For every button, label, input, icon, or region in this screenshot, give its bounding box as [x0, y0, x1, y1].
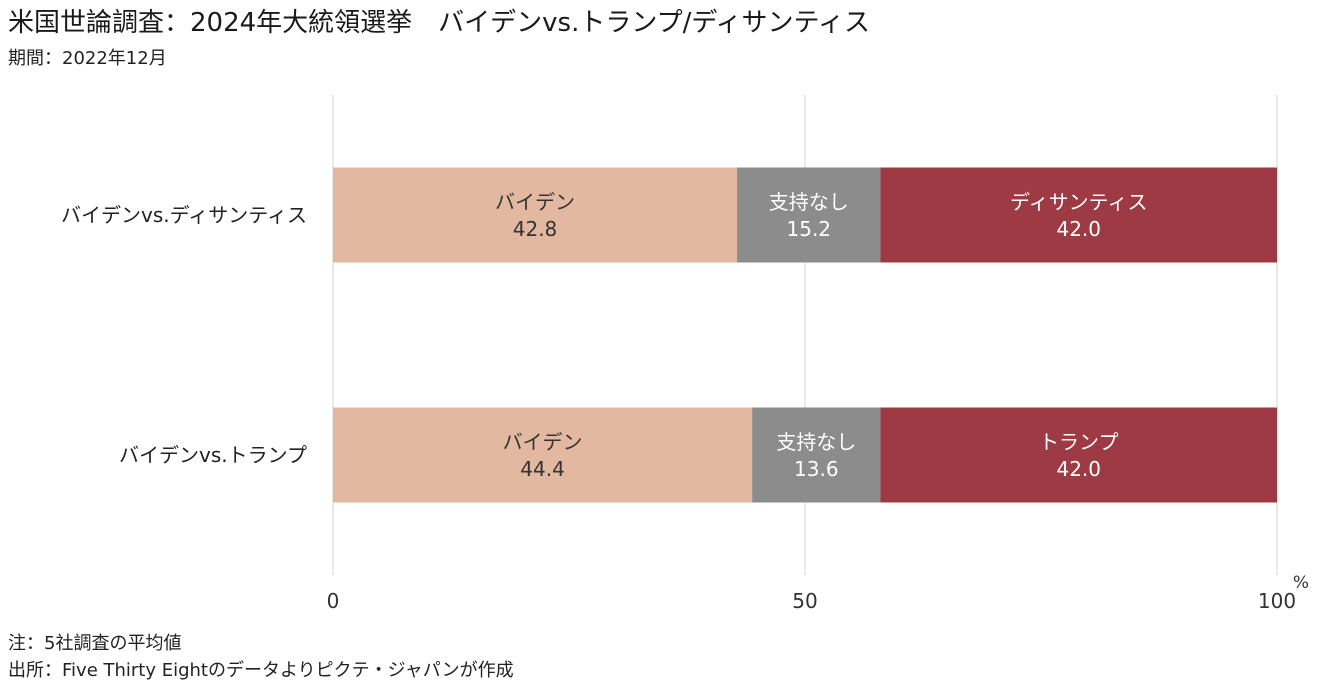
bar-segment [880, 407, 1277, 503]
bar-segment [737, 167, 881, 263]
category-label: バイデンvs.トランプ [119, 443, 307, 467]
segment-label: トランプ [1039, 430, 1118, 454]
chart-subtitle: 期間：2022年12月 [8, 48, 167, 69]
bar-segment [333, 167, 738, 263]
x-tick-label: 0 [327, 589, 340, 613]
segment-label: バイデン [503, 430, 583, 454]
segment-label: 支持なし [769, 190, 849, 214]
segment-value-label: 13.6 [794, 457, 839, 481]
segment-value-label: 42.0 [1056, 217, 1101, 241]
chart-title: 米国世論調査：2024年大統領選挙 バイデンvs.トランプ/ディサンティス [8, 8, 870, 38]
segment-label: ディサンティス [1010, 190, 1147, 214]
segment-value-label: 44.4 [520, 457, 565, 481]
segment-value-label: 42.0 [1056, 457, 1101, 481]
source-line: 出所：Five Thirty Eightのデータよりピクテ・ジャパンが作成 [8, 660, 514, 681]
segment-label: 支持なし [776, 430, 856, 454]
bar-segment [880, 167, 1277, 263]
segment-value-label: 15.2 [787, 217, 832, 241]
bar-segment [752, 407, 881, 503]
segment-value-label: 42.8 [513, 217, 558, 241]
category-label: バイデンvs.ディサンティス [61, 203, 307, 227]
x-tick-label: 100 [1258, 589, 1296, 613]
note-line: 注：5社調査の平均値 [8, 633, 182, 654]
x-unit-label: % [1293, 573, 1309, 593]
x-tick-label: 50 [792, 589, 817, 613]
bar-segment [333, 407, 753, 503]
chart-notes: 注：5社調査の平均値 出所：Five Thirty Eightのデータよりピクテ… [8, 630, 514, 684]
segment-label: バイデン [495, 190, 575, 214]
